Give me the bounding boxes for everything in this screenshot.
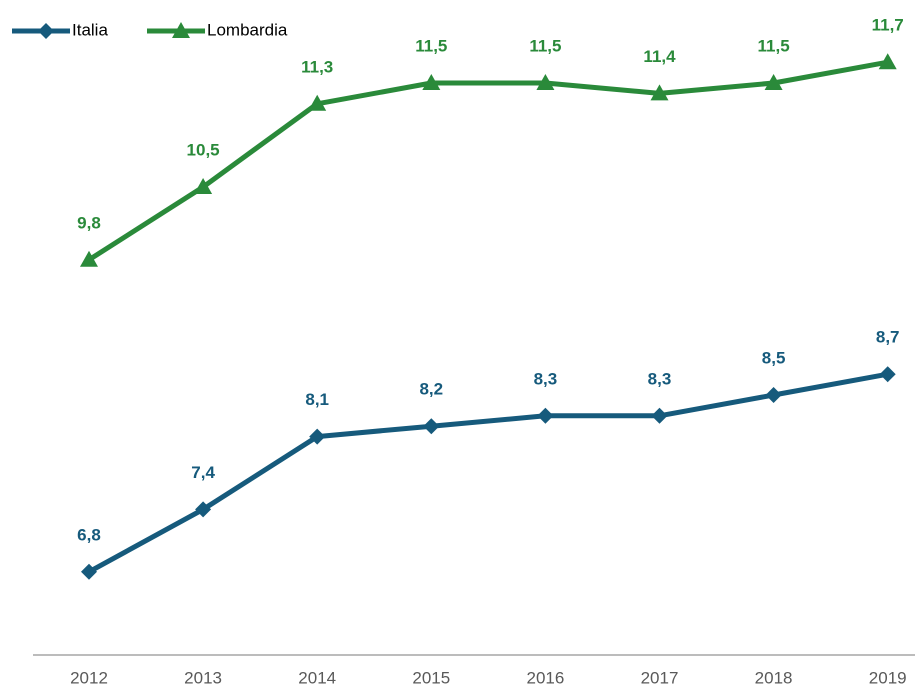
legend-label: Lombardia [207,20,288,39]
data-label: 11,5 [529,36,561,55]
marker [423,418,440,435]
marker [81,563,97,580]
marker [309,428,326,445]
marker [308,94,327,111]
data-label: 11,4 [643,47,676,66]
data-label: 7,4 [191,463,215,482]
data-label: 11,3 [301,57,333,76]
legend-label: Italia [72,20,108,39]
data-label: 10,5 [187,140,220,159]
data-label: 6,8 [77,525,101,544]
data-label: 8,2 [419,380,443,399]
data-label: 8,5 [762,348,786,367]
marker [651,407,668,424]
x-tick-label: 2012 [70,668,108,687]
x-tick-label: 2013 [184,668,222,687]
x-tick-label: 2015 [412,668,450,687]
marker [194,178,213,194]
marker [879,366,896,383]
data-label: 8,3 [648,369,672,388]
marker [537,407,554,424]
marker [536,74,555,90]
data-label: 11,7 [872,16,904,35]
marker [878,53,897,70]
data-label: 9,8 [77,213,101,232]
marker [172,22,190,38]
data-label: 11,5 [758,36,790,55]
x-tick-label: 2017 [641,668,679,687]
marker [764,74,783,90]
x-tick-label: 2016 [526,668,564,687]
line [87,371,889,574]
marker [80,250,98,267]
data-label: 8,3 [534,369,558,388]
marker [195,501,212,518]
data-label: 8,1 [305,390,329,409]
marker [422,74,441,90]
data-label: 11,5 [415,36,447,55]
data-label: 8,7 [876,328,900,347]
marker [650,84,669,101]
line [87,59,889,262]
marker [38,23,54,39]
x-tick-label: 2018 [755,668,793,687]
x-tick-label: 2014 [298,668,336,687]
x-tick-label: 2019 [869,668,907,687]
marker [765,387,782,403]
